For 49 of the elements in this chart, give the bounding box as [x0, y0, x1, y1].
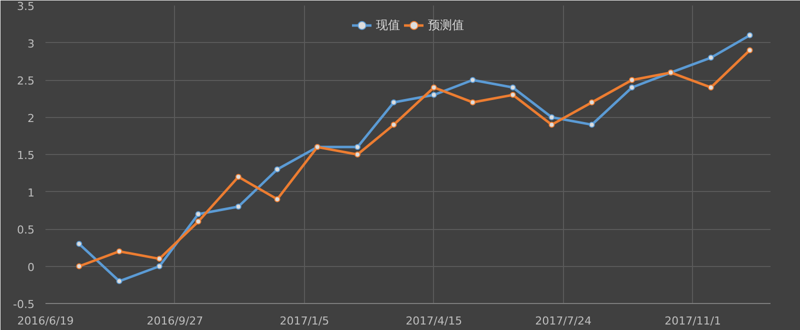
point [195, 211, 202, 218]
point [746, 32, 753, 38]
x-tick-label: 2017/11/1 [664, 314, 722, 328]
point [708, 84, 714, 90]
point [76, 263, 82, 270]
legend-label: 预测值 [428, 16, 464, 34]
point [470, 99, 476, 106]
point [274, 196, 280, 202]
point [390, 99, 397, 106]
point [628, 84, 635, 90]
point [274, 166, 280, 172]
point [746, 47, 753, 54]
point [116, 278, 122, 284]
point [708, 54, 714, 61]
legend-label: 现值 [376, 16, 400, 34]
point [548, 122, 555, 128]
point [354, 152, 361, 158]
x-tick-label: 2017/7/24 [535, 314, 592, 328]
y-tick-label: 3 [28, 37, 34, 50]
y-tick-label: 0 [28, 260, 34, 274]
x-tick-label: 2017/4/15 [406, 314, 462, 328]
point [195, 218, 202, 225]
point [470, 77, 476, 83]
x-tick-label: 2016/9/27 [146, 314, 204, 328]
x-tick-label: 2016/6/19 [17, 314, 74, 328]
point [430, 92, 437, 98]
point [156, 263, 162, 270]
y-tick-label: 0.5 [17, 224, 35, 236]
y-tick-label: 2 [28, 112, 34, 125]
y-tick-label: 3.5 [17, 0, 35, 13]
point [628, 77, 635, 83]
point [510, 92, 516, 98]
y-tick-label: -0.5 [13, 298, 35, 311]
point [430, 84, 437, 90]
point [76, 240, 82, 247]
point [235, 174, 242, 180]
point [156, 256, 162, 262]
y-tick-label: 2.5 [17, 74, 35, 88]
point [116, 248, 122, 254]
y-tick-label: 1.5 [17, 149, 35, 162]
point [510, 84, 516, 90]
point [588, 122, 595, 128]
point [235, 204, 242, 210]
point [390, 122, 397, 128]
point [548, 114, 555, 120]
x-tick-label: 2017/1/5 [280, 314, 330, 328]
point [588, 99, 595, 106]
point [354, 144, 361, 150]
y-tick-label: 1 [28, 186, 34, 200]
